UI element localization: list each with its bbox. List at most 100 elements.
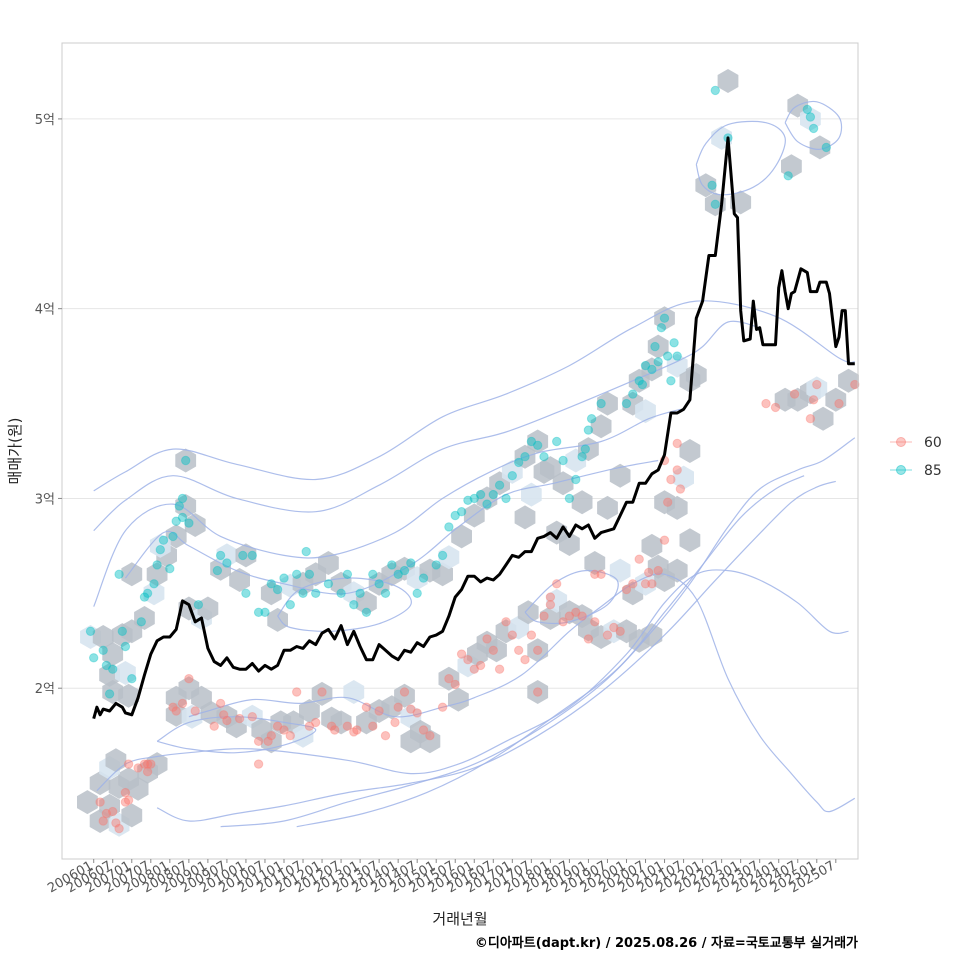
hexbin-cell	[809, 135, 831, 160]
point-60	[272, 721, 283, 731]
hexbin-cell	[825, 387, 847, 412]
point-85	[802, 104, 812, 115]
legend-label-85: 85	[924, 463, 942, 479]
hexbin-cell	[235, 543, 257, 568]
point-85	[783, 171, 793, 181]
hexbin-cell	[641, 623, 663, 648]
hexbin-cell	[647, 554, 669, 579]
hexbin-cell	[590, 414, 612, 439]
hexbin-cell	[165, 524, 187, 549]
hexbin-cell	[476, 486, 498, 511]
density-contours	[93, 100, 856, 828]
point-60	[342, 721, 353, 731]
hexbin-cell	[292, 723, 314, 748]
hexbin-cell	[438, 545, 460, 570]
median-line-layer	[92, 136, 855, 720]
point-60	[266, 731, 276, 741]
hexbin-cell	[226, 714, 247, 739]
point-85	[368, 569, 378, 579]
point-85	[155, 545, 166, 555]
point-85	[628, 389, 638, 399]
point-60	[399, 687, 410, 697]
point-85	[89, 653, 99, 663]
hexbin-cell	[527, 680, 549, 704]
point-60	[552, 579, 562, 589]
hexbin-cell	[260, 581, 282, 606]
point-60	[247, 712, 258, 722]
hexbin-cell	[146, 562, 168, 587]
point-85	[494, 480, 505, 490]
point-85	[659, 313, 670, 323]
point-60	[507, 630, 517, 640]
point-85	[165, 564, 175, 574]
hexbin-cell	[451, 524, 472, 549]
point-85	[85, 626, 96, 636]
hexbin-cell	[356, 590, 377, 615]
point-60	[469, 664, 479, 674]
hexbin-cell	[419, 729, 441, 754]
hexbin-cell	[584, 551, 606, 575]
point-60	[577, 611, 587, 621]
hexbin-cell	[143, 581, 165, 606]
point-85	[101, 660, 112, 671]
hexbin-cell	[533, 459, 555, 484]
hexbin-cell	[102, 642, 124, 667]
hexbin-cell	[102, 680, 124, 704]
point-60	[590, 569, 600, 579]
point-60	[368, 721, 378, 731]
hexbin-cell	[597, 391, 618, 416]
point-60	[545, 592, 556, 602]
point-60	[390, 717, 400, 728]
point-60	[114, 823, 124, 834]
point-60	[222, 715, 232, 726]
point-85	[127, 674, 137, 684]
point-85	[805, 112, 816, 122]
hexbin-cell	[781, 154, 802, 179]
point-60	[317, 687, 327, 697]
point-60	[292, 687, 302, 697]
point-60	[111, 818, 121, 828]
point-60	[533, 687, 543, 697]
point-85	[149, 579, 159, 589]
hexbin-cell	[127, 776, 149, 801]
hexbin-cell	[121, 562, 143, 587]
point-85	[184, 518, 194, 528]
point-60	[590, 617, 600, 627]
point-85	[469, 493, 479, 504]
contour-line	[784, 100, 843, 150]
point-85	[279, 573, 289, 583]
point-60	[437, 702, 448, 712]
point-60	[234, 713, 245, 724]
point-85	[120, 641, 131, 652]
y-tick-label: 2억	[35, 682, 55, 697]
hexbin-cell	[99, 793, 120, 818]
point-60	[311, 717, 321, 728]
hexbin-cell	[635, 399, 656, 424]
hexbin-cell	[527, 429, 549, 454]
point-85	[571, 474, 581, 485]
point-60	[761, 398, 771, 409]
legend-key-85	[896, 465, 906, 475]
point-85	[174, 501, 185, 511]
hexbin-cell	[609, 463, 631, 488]
point-85	[412, 588, 422, 598]
point-60	[219, 710, 229, 720]
point-60	[349, 727, 359, 737]
point-85	[463, 495, 473, 505]
hexbin-cell	[679, 439, 701, 463]
point-85	[399, 565, 410, 576]
point-60	[123, 759, 134, 769]
hexbin-cell	[654, 306, 675, 331]
contour-line	[296, 475, 805, 828]
hexbin-cell	[838, 368, 859, 393]
point-60	[215, 698, 226, 709]
point-85	[507, 471, 517, 481]
point-60	[425, 731, 435, 741]
point-85	[114, 569, 124, 579]
point-60	[450, 679, 460, 690]
point-85	[247, 550, 258, 561]
point-85	[323, 579, 334, 589]
point-85	[393, 569, 403, 579]
hexbin-cell	[800, 106, 821, 131]
point-60	[120, 797, 131, 807]
